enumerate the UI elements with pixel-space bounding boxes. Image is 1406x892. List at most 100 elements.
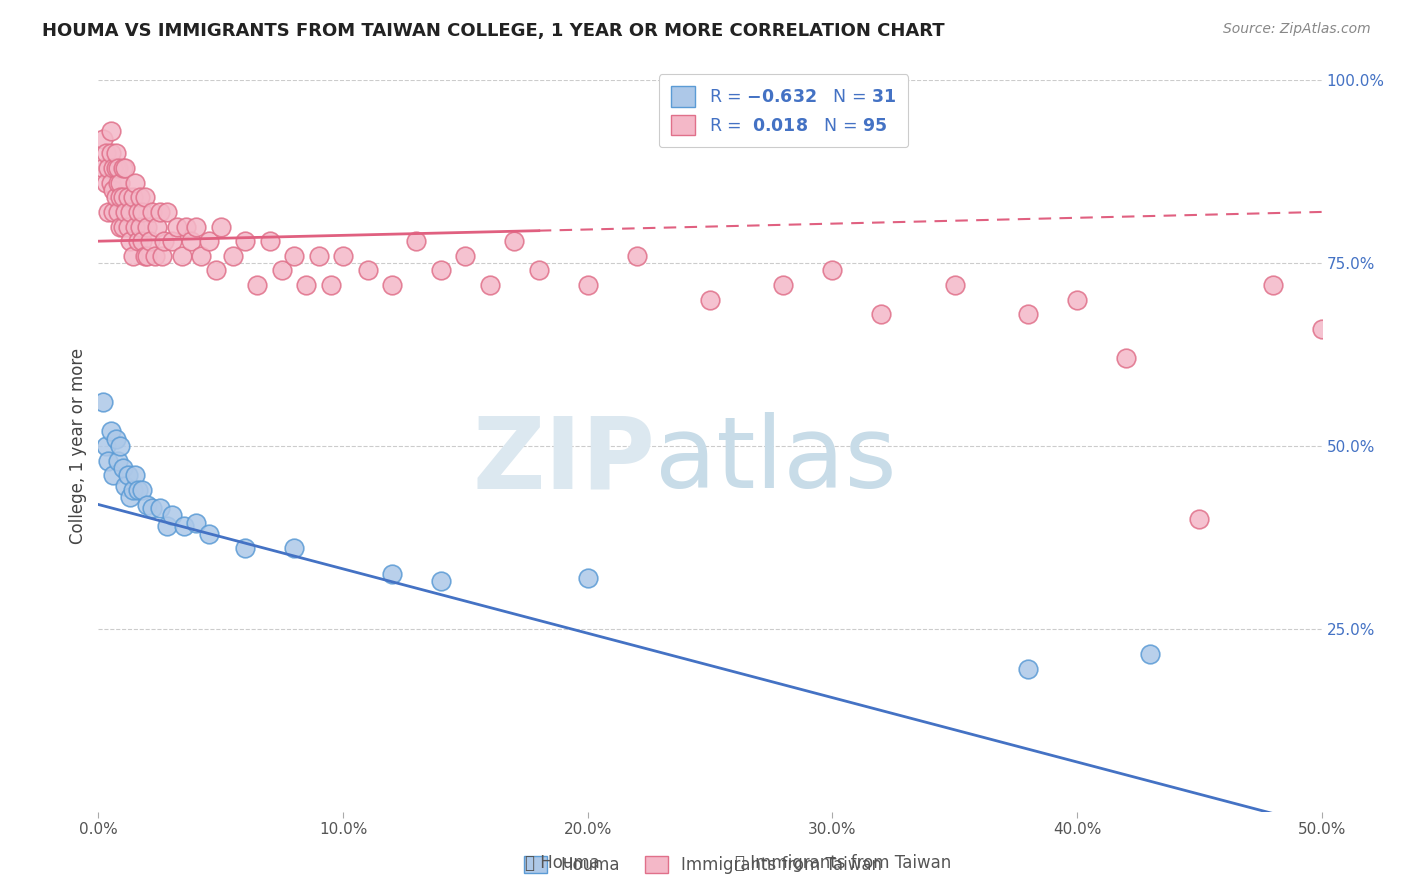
- Point: [576, 278, 599, 293]
- Legend: Houma, Immigrants from Taiwan: Houma, Immigrants from Taiwan: [517, 849, 889, 881]
- Point: [699, 293, 721, 307]
- Text: ⬜ Houma: ⬜ Houma: [524, 855, 600, 872]
- Point: [141, 205, 163, 219]
- Point: [430, 263, 453, 277]
- Point: [626, 249, 648, 263]
- Point: [110, 219, 132, 234]
- Point: [166, 219, 188, 234]
- Point: [1188, 512, 1211, 526]
- Point: [97, 161, 120, 175]
- Point: [1017, 662, 1039, 676]
- Point: [308, 249, 330, 263]
- Point: [110, 176, 132, 190]
- Point: [111, 461, 134, 475]
- Point: [149, 501, 172, 516]
- Point: [121, 190, 143, 204]
- Point: [91, 161, 114, 175]
- Point: [114, 479, 136, 493]
- Text: Source: ZipAtlas.com: Source: ZipAtlas.com: [1223, 22, 1371, 37]
- Point: [160, 234, 183, 248]
- Point: [100, 176, 122, 190]
- Point: [129, 219, 152, 234]
- Point: [104, 161, 127, 175]
- Point: [134, 190, 156, 204]
- Point: [233, 234, 256, 248]
- Point: [430, 574, 453, 589]
- Point: [131, 205, 153, 219]
- Point: [209, 219, 232, 234]
- Point: [107, 453, 129, 467]
- Point: [104, 146, 127, 161]
- Point: [176, 219, 198, 234]
- Point: [114, 205, 136, 219]
- Legend: R = $\bf{-0.632}$   N = $\bf{31}$, R =  $\bf{0.018}$   N = $\bf{95}$: R = $\bf{-0.632}$ N = $\bf{31}$, R = $\b…: [658, 74, 908, 147]
- Point: [576, 571, 599, 585]
- Point: [150, 249, 173, 263]
- Point: [124, 468, 146, 483]
- Text: ZIP: ZIP: [472, 412, 655, 509]
- Point: [381, 278, 404, 293]
- Point: [319, 278, 342, 293]
- Text: ⬜ Immigrants from Taiwan: ⬜ Immigrants from Taiwan: [735, 855, 952, 872]
- Point: [405, 234, 427, 248]
- Point: [332, 249, 354, 263]
- Point: [121, 249, 143, 263]
- Point: [101, 183, 124, 197]
- Point: [117, 219, 139, 234]
- Point: [259, 234, 281, 248]
- Point: [101, 468, 124, 483]
- Point: [100, 425, 122, 439]
- Point: [1115, 351, 1137, 366]
- Point: [503, 234, 526, 248]
- Point: [101, 205, 124, 219]
- Point: [104, 432, 127, 446]
- Point: [381, 567, 404, 582]
- Point: [197, 526, 219, 541]
- Point: [127, 483, 149, 497]
- Point: [233, 541, 256, 556]
- Point: [153, 234, 176, 248]
- Point: [454, 249, 477, 263]
- Point: [180, 234, 202, 248]
- Point: [120, 234, 142, 248]
- Point: [356, 263, 378, 277]
- Point: [1066, 293, 1088, 307]
- Point: [134, 249, 156, 263]
- Text: atlas: atlas: [655, 412, 897, 509]
- Point: [107, 205, 129, 219]
- Point: [121, 483, 143, 497]
- Point: [117, 468, 139, 483]
- Point: [120, 205, 142, 219]
- Point: [141, 501, 163, 516]
- Point: [131, 483, 153, 497]
- Point: [110, 439, 132, 453]
- Point: [127, 205, 149, 219]
- Point: [772, 278, 794, 293]
- Y-axis label: College, 1 year or more: College, 1 year or more: [69, 348, 87, 544]
- Point: [1017, 307, 1039, 321]
- Point: [870, 307, 893, 321]
- Point: [91, 132, 114, 146]
- Point: [270, 263, 294, 277]
- Point: [114, 161, 136, 175]
- Point: [943, 278, 966, 293]
- Point: [143, 249, 166, 263]
- Point: [111, 161, 134, 175]
- Point: [100, 124, 122, 138]
- Point: [156, 519, 179, 533]
- Point: [131, 234, 153, 248]
- Point: [283, 249, 305, 263]
- Point: [222, 249, 245, 263]
- Point: [101, 161, 124, 175]
- Point: [136, 249, 159, 263]
- Point: [295, 278, 318, 293]
- Point: [156, 205, 179, 219]
- Point: [94, 439, 117, 453]
- Point: [94, 146, 117, 161]
- Point: [124, 176, 146, 190]
- Point: [197, 234, 219, 248]
- Point: [129, 190, 152, 204]
- Point: [100, 146, 122, 161]
- Point: [111, 219, 134, 234]
- Point: [1310, 322, 1333, 336]
